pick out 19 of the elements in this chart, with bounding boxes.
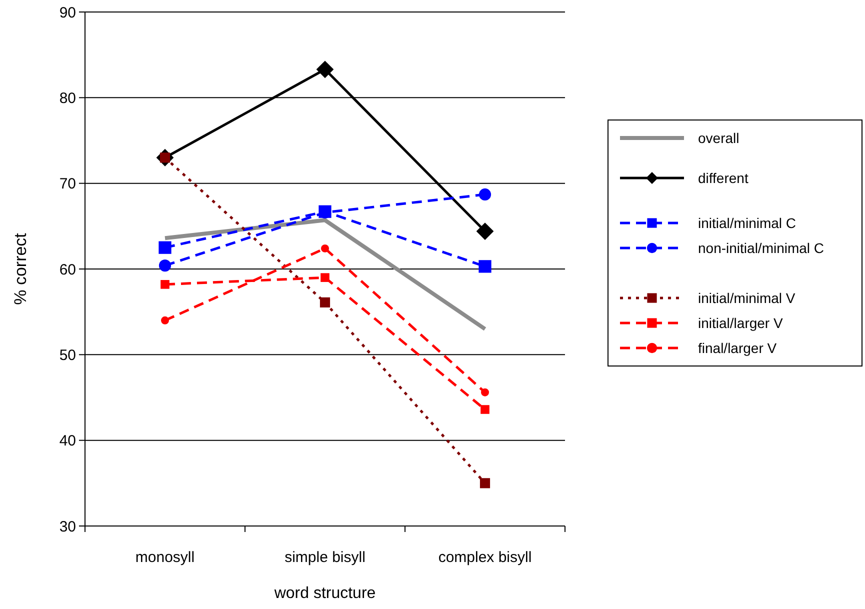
y-tick-label: 80: [59, 90, 76, 107]
legend-label: final/larger V: [698, 340, 778, 356]
x-tick-label: complex bisyll: [438, 549, 532, 566]
x-tick-label: simple bisyll: [284, 549, 366, 566]
legend-label: initial/larger V: [698, 314, 784, 331]
legend-label: overall: [698, 130, 740, 146]
y-axis-title: % correct: [11, 232, 30, 305]
legend-label: initial/minimal C: [698, 214, 796, 231]
x-axis-title: word structure: [273, 585, 376, 602]
y-tick-label: 60: [59, 261, 76, 278]
y-tick-label: 50: [59, 346, 76, 364]
legend-label: initial/minimal V: [698, 290, 796, 306]
y-tick-label: 40: [59, 432, 76, 450]
legend-label: non-initial/minimal C: [698, 240, 824, 256]
y-tick-label: 70: [59, 176, 76, 193]
y-tick-label: 90: [59, 4, 76, 22]
legend-label: different: [698, 170, 748, 186]
x-tick-label: monosyll: [135, 549, 195, 566]
y-tick-label: 30: [59, 518, 76, 536]
